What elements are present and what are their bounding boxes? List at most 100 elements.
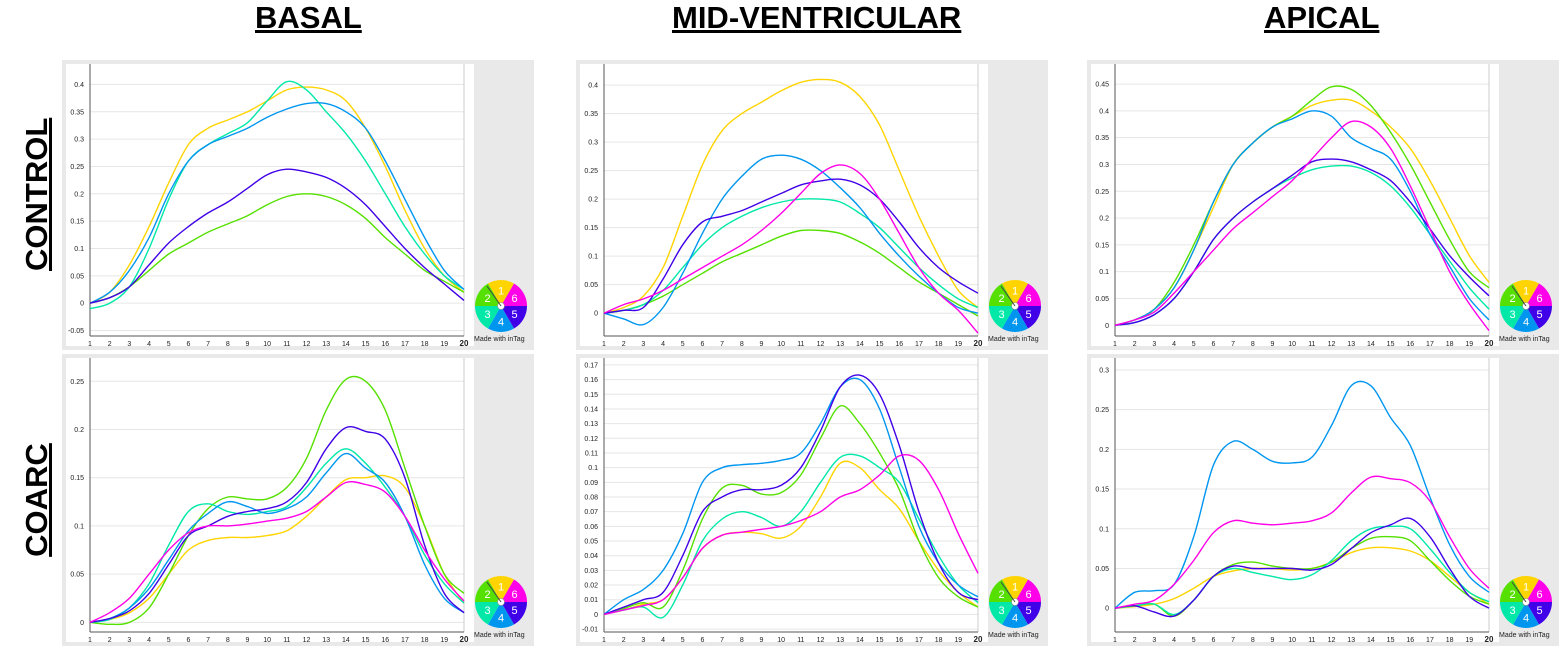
x-tick-label: 15: [362, 637, 370, 644]
x-tick-label: 20: [460, 635, 469, 644]
wheel-segment: [1002, 306, 1028, 332]
wheel-segment-label: 4: [1523, 613, 1529, 625]
x-tick-label: 1: [1113, 341, 1117, 348]
x-tick-label: 17: [401, 341, 409, 348]
y-tick-label: 0.15: [584, 392, 598, 399]
wheel-segment-label: 5: [1025, 309, 1031, 321]
wheel-segment: [1500, 579, 1526, 602]
column-title-mid-ventricular: MID-VENTRICULAR: [672, 0, 962, 35]
y-tick-label: 0.15: [584, 225, 598, 232]
x-tick-label: 16: [895, 637, 903, 644]
series-line: [89, 86, 465, 304]
plot-background: [1091, 358, 1499, 642]
y-tick-label: 0: [594, 612, 598, 619]
x-tick-label: 18: [421, 341, 429, 348]
wheel-segment-label: 4: [498, 317, 504, 329]
line-chart: 00.050.10.150.20.251 2 3 4 5 6 7 8 9 10 11 12 13 14 15…: [66, 358, 474, 644]
wheel-needle: [1511, 285, 1527, 307]
y-tick-label: 0: [1105, 323, 1109, 330]
x-tick-label: 19: [440, 637, 448, 644]
x-tick-label: 11: [797, 341, 804, 348]
x-tick-label: 10: [777, 341, 785, 348]
x-tick-label: 17: [915, 341, 923, 348]
wheel-segment: [1002, 576, 1028, 602]
x-tick-label: 10: [263, 637, 271, 644]
y-tick-label: 0.45: [1095, 82, 1109, 89]
x-tick-label: 6: [1211, 341, 1215, 348]
series-line: [1114, 85, 1490, 326]
chart-panel-coarc-basal: 0 0.05 0.1 0.15 0.2 0.25 1 2 3 4 5 6 7 8 9 10 11 12 13 14 15…: [62, 354, 534, 646]
y-tick-label: 0.4: [1099, 108, 1109, 115]
x-tick-label: 1: [602, 341, 606, 348]
chart-panel-control-basal: -0.05 0 0.05 0.1 0.15 0.2 0.25 0.3 0.35 0.4 1 2 3 4 5 6…: [62, 60, 534, 350]
series-line: [89, 426, 465, 624]
y-tick-label: 0.05: [70, 273, 84, 280]
x-tick-label: 13: [322, 637, 330, 644]
x-tick-label: 5: [681, 341, 685, 348]
x-tick-label: 2: [108, 341, 112, 348]
series-line: [89, 193, 465, 304]
x-tick-label: 14: [1367, 637, 1375, 644]
series-line: [89, 102, 465, 304]
wheel-segment: [989, 283, 1015, 306]
x-tick-label: 10: [1288, 341, 1296, 348]
y-tick-label: 0.4: [74, 82, 84, 89]
series-line: [603, 454, 979, 616]
y-tick-label: 0.2: [74, 427, 84, 434]
y-tick-label: 0: [80, 301, 84, 308]
x-tick-label: 16: [381, 637, 389, 644]
series-line: [1114, 517, 1490, 618]
x-tick-label: 1: [602, 637, 606, 644]
y-tick-label: 0.15: [1095, 242, 1109, 249]
series-line: [89, 80, 465, 310]
y-tick-label: 0.11: [585, 450, 598, 457]
x-tick-label: 9: [760, 341, 764, 348]
watermark-text: Made with inTag: [988, 336, 1039, 343]
y-tick-label: 0: [1105, 606, 1109, 613]
plot-background: [66, 358, 474, 642]
x-tick-label: 20: [1485, 339, 1494, 348]
plot-background: [580, 64, 988, 346]
x-tick-label: 10: [1288, 637, 1296, 644]
x-tick-label: 17: [915, 637, 923, 644]
x-tick-label: 6: [700, 341, 704, 348]
wheel-segment: [475, 306, 501, 329]
x-tick-label: 9: [760, 637, 764, 644]
y-tick-label: 0.3: [588, 140, 598, 147]
x-tick-label: 12: [817, 637, 825, 644]
y-tick-label: 0.02: [584, 583, 598, 590]
y-tick-label: 0.16: [584, 377, 598, 384]
y-tick-label: 0.4: [588, 83, 598, 90]
wheel-segment: [1002, 280, 1028, 306]
x-tick-label: 12: [303, 637, 311, 644]
x-tick-label: 3: [641, 637, 645, 644]
wheel-needle: [486, 285, 502, 307]
y-tick-label: 0.1: [588, 254, 598, 261]
wheel-segment-label: 1: [1012, 581, 1018, 593]
column-title-basal: BASAL: [255, 0, 362, 35]
wheel-segment-label: 2: [1509, 589, 1515, 601]
x-tick-label: 7: [1231, 341, 1235, 348]
y-tick-label: 0.3: [74, 137, 84, 144]
y-tick-label: 0.15: [70, 219, 84, 226]
x-tick-label: 8: [1251, 341, 1255, 348]
wheel-segment: [475, 602, 501, 625]
wheel-segment-label: 6: [1025, 589, 1031, 601]
x-tick-label: 3: [127, 637, 131, 644]
x-tick-label: 20: [974, 339, 983, 348]
x-tick-label: 3: [641, 341, 645, 348]
series-line: [603, 78, 979, 314]
x-tick-label: 16: [1406, 341, 1414, 348]
wheel-segment: [1513, 306, 1539, 332]
y-tick-label: 0.25: [1095, 407, 1109, 414]
x-tick-label: 3: [1152, 341, 1156, 348]
x-tick-label: 12: [303, 341, 311, 348]
x-tick-label: 2: [622, 341, 626, 348]
wheel-segment: [989, 579, 1015, 602]
y-tick-label: 0.05: [584, 539, 598, 546]
x-tick-label: 4: [147, 341, 151, 348]
x-tick-label: 4: [661, 341, 665, 348]
wheel-segment-label: 5: [511, 309, 517, 321]
x-tick-label: 8: [226, 637, 230, 644]
x-tick-label: 11: [283, 637, 290, 644]
